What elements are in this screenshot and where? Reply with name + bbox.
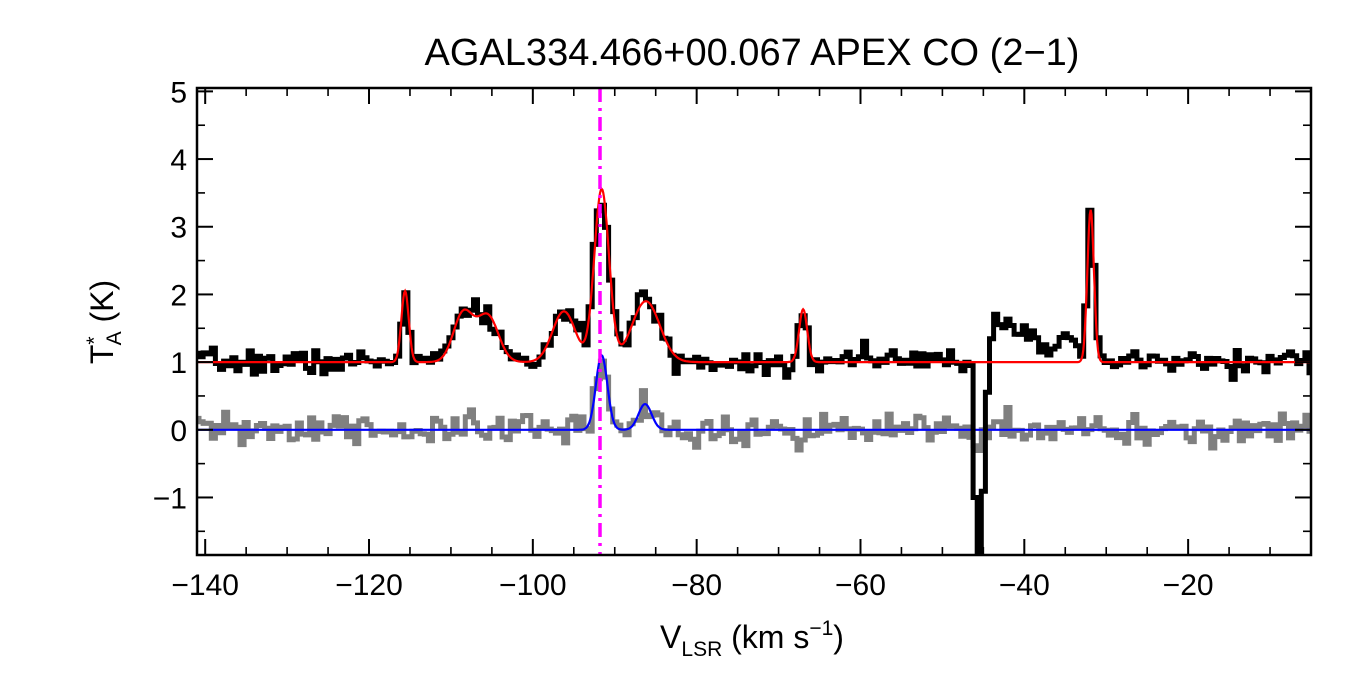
y-axis-label-superscript: * bbox=[83, 336, 106, 344]
y-tick-label: 0 bbox=[170, 415, 187, 448]
y-axis-label: T*A (K) bbox=[83, 280, 126, 364]
plot-area bbox=[197, 88, 1311, 555]
fit-line bbox=[197, 187, 1311, 364]
x-axis-label-close: ) bbox=[833, 619, 844, 655]
x-tick-label: −80 bbox=[671, 569, 722, 602]
x-tick-label: −40 bbox=[999, 569, 1050, 602]
x-axis-label-main: V bbox=[660, 619, 682, 655]
y-tick-label: −1 bbox=[153, 482, 187, 515]
secondary-spectrum-line bbox=[197, 358, 1311, 453]
plot-frame bbox=[195, 86, 1313, 557]
x-tick-label: −140 bbox=[171, 569, 239, 602]
chart-title: AGAL334.466+00.067 APEX CO (2−1) bbox=[425, 32, 1080, 74]
x-axis-label-superscript: −1 bbox=[809, 617, 833, 640]
y-axis-label-units: (K) bbox=[84, 280, 120, 332]
secondary-fit-line bbox=[197, 353, 1311, 431]
observed-spectrum-line bbox=[197, 202, 1311, 555]
y-axis-label-subscript: A bbox=[103, 331, 126, 345]
x-axis-label-subscript: LSR bbox=[681, 638, 722, 661]
y-tick-label: 2 bbox=[170, 279, 187, 312]
y-tick-label: 3 bbox=[170, 212, 187, 245]
y-tick-label: 1 bbox=[170, 347, 187, 380]
x-tick-label: −20 bbox=[1163, 569, 1214, 602]
x-axis-label: VLSR (km s−1) bbox=[660, 617, 844, 661]
y-tick-label: 5 bbox=[170, 76, 187, 109]
x-tick-label: −120 bbox=[335, 569, 403, 602]
x-axis-label-units: (km s bbox=[722, 619, 809, 655]
x-tick-label: −60 bbox=[835, 569, 886, 602]
y-axis-label-main: T bbox=[84, 345, 120, 365]
x-tick-label: −100 bbox=[499, 569, 567, 602]
x-axis: −140 −120 −100 −80 −60 −40 −20 bbox=[171, 88, 1312, 602]
y-tick-label: 4 bbox=[170, 144, 187, 177]
y-axis: −1 0 1 2 3 4 5 bbox=[153, 76, 1311, 533]
